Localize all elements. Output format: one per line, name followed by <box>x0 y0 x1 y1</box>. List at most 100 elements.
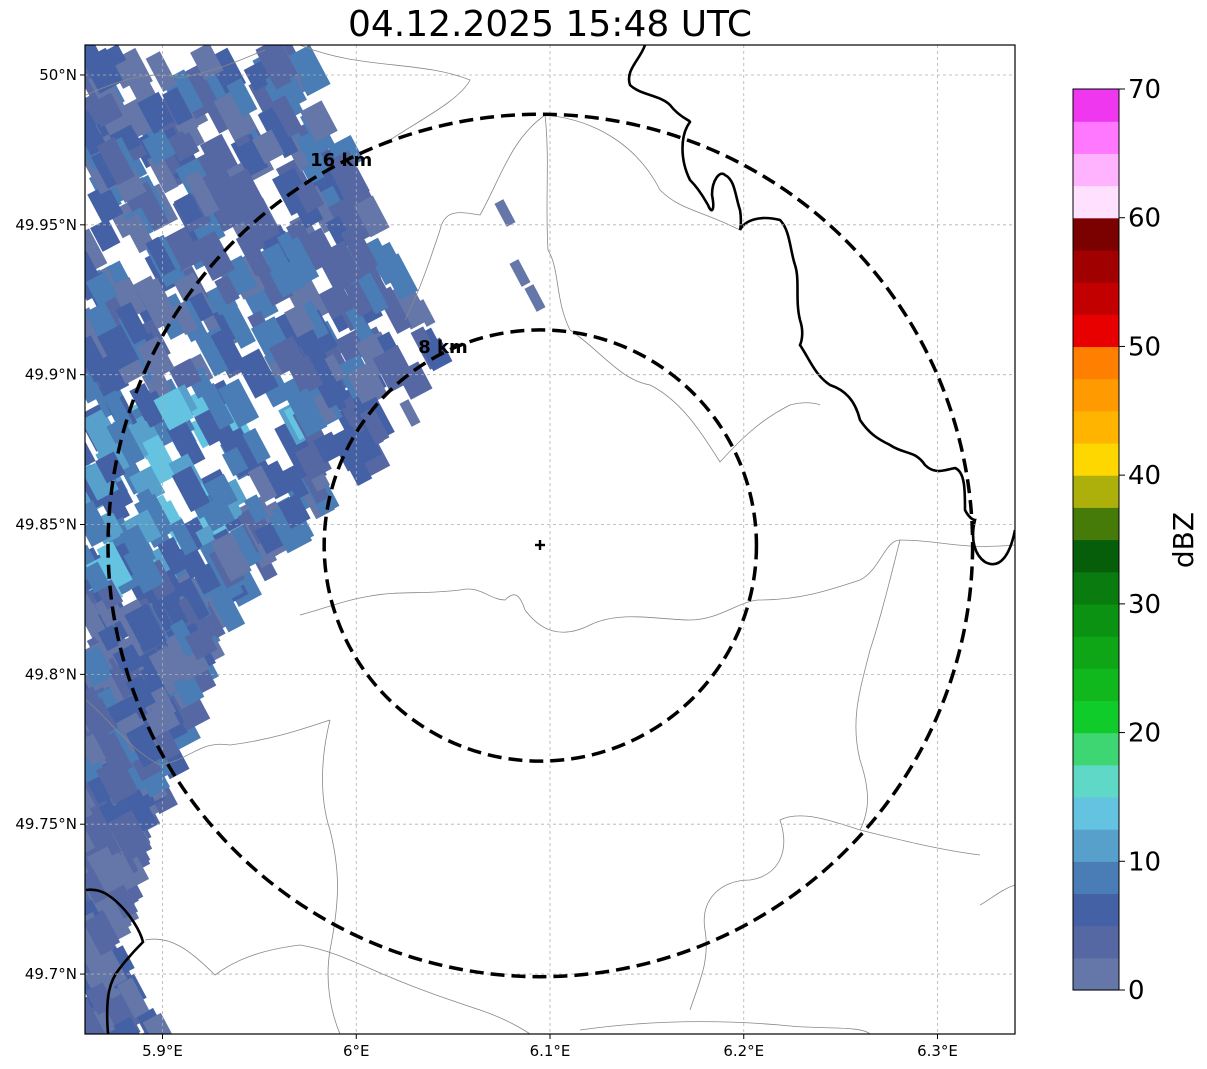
radar-echo-cell <box>136 336 175 380</box>
colorbar-bin <box>1073 442 1119 476</box>
radar-echo-cell <box>346 361 388 408</box>
lon-tick-label: 6°E <box>343 1042 370 1060</box>
colorbar-bin <box>1073 764 1119 798</box>
border-line <box>544 114 741 231</box>
radar-echo-cell <box>303 227 333 259</box>
radar-echo-cell <box>414 299 436 327</box>
radar-echo-cell <box>115 301 150 345</box>
radar-echo-cell <box>296 132 329 176</box>
radar-echo-cell <box>125 723 163 768</box>
radar-echo-cell <box>309 360 350 409</box>
radar-echo-cell <box>318 251 351 294</box>
radar-echo-cell <box>153 730 181 761</box>
map-title: 04.12.2025 15:48 UTC <box>347 4 753 45</box>
radar-echo-cell <box>85 228 108 273</box>
radar-echo-cell <box>135 390 171 428</box>
radar-echo-cell <box>86 846 127 895</box>
radar-echo-cell <box>145 236 176 277</box>
border-line <box>544 114 571 331</box>
lat-tick-label: 49.85°N <box>15 516 77 534</box>
colorbar-bin <box>1073 925 1119 959</box>
colorbar-bin <box>1073 153 1119 187</box>
colorbar-bin <box>1073 829 1119 862</box>
radar-echo-cell <box>90 218 121 252</box>
radar-echo-cell <box>131 648 174 697</box>
radar-echo-cell <box>214 274 240 305</box>
radar-echo-cell <box>230 432 269 477</box>
border-line <box>85 699 331 766</box>
radar-echo-cell <box>124 603 167 653</box>
radar-site-marker <box>535 540 545 550</box>
radar-echo-cell <box>219 300 256 349</box>
colorbar-tick-label: 0 <box>1128 976 1145 1006</box>
radar-echo-cell <box>329 425 371 472</box>
radar-echo-cell <box>85 594 106 637</box>
radar-echo-cell <box>107 810 153 862</box>
radar-echo-cell <box>190 45 224 81</box>
colorbar-bin <box>1073 668 1119 701</box>
colorbar-bin <box>1073 475 1119 508</box>
radar-echo-cell <box>169 518 198 556</box>
radar-echo-cell <box>157 536 190 576</box>
radar-echo-cell <box>85 697 118 741</box>
lat-tick-label: 49.9°N <box>25 366 77 384</box>
latitude-tick-labels: 50°N 49.95°N 49.9°N 49.85°N 49.8°N 49.75°N 49.… <box>15 66 85 983</box>
radar-echo-cell <box>85 936 107 974</box>
border-lines <box>85 45 1015 1034</box>
border-line <box>85 49 266 96</box>
border-line <box>689 815 981 1011</box>
range-ring-label: 8 km <box>418 337 468 358</box>
radar-echo-cell <box>161 86 194 126</box>
border-line <box>322 719 341 1034</box>
radar-echo-cell <box>359 407 390 445</box>
radar-echo-cell <box>259 460 294 500</box>
radar-echo-cell <box>85 335 112 383</box>
radar-echo-cell <box>162 226 203 272</box>
radar-echo-cell <box>313 431 344 464</box>
radar-echo-cell <box>94 594 126 628</box>
radar-echo-cell <box>85 271 118 306</box>
range-ring <box>322 328 759 763</box>
radar-echo-cell <box>199 133 240 180</box>
border-line <box>579 1021 871 1034</box>
radar-echo-cell <box>95 758 138 805</box>
range-ring-label: 16 km <box>310 150 372 171</box>
radar-echo-cell <box>268 504 313 554</box>
radar-echo-cell <box>153 387 194 431</box>
radar-echo-cell <box>282 463 313 500</box>
range-ring-labels: 8 km 16 km <box>310 150 468 358</box>
border-line <box>404 114 546 321</box>
radar-echo-cell <box>106 417 145 468</box>
radar-echo-cell <box>85 408 124 458</box>
colorbar-tick-label: 40 <box>1128 461 1161 491</box>
colorbar-bin <box>1073 796 1119 830</box>
colorbar-bin <box>1073 410 1119 444</box>
radar-echo-cell <box>171 465 211 513</box>
radar-echo-cell <box>168 358 202 392</box>
lon-tick-label: 5.9°E <box>142 1042 183 1060</box>
radar-echo-cell <box>325 150 370 204</box>
radar-echo-cell <box>494 199 516 227</box>
country-border <box>627 45 1015 566</box>
radar-echo-cell <box>191 562 222 595</box>
colorbar-bin <box>1073 893 1119 927</box>
radar-echo-cell <box>85 645 115 687</box>
lat-tick-label: 49.8°N <box>25 665 77 683</box>
colorbar-bin <box>1073 282 1119 315</box>
colorbar-bin <box>1073 700 1119 734</box>
radar-echo-cell <box>293 179 325 214</box>
colorbar-bin <box>1073 732 1119 766</box>
radar-echo-cell <box>295 441 332 481</box>
colorbar-bin <box>1073 507 1119 541</box>
radar-echo-cell <box>107 1036 140 1069</box>
border-line <box>299 45 471 141</box>
lon-tick-label: 6.1°E <box>530 1042 571 1060</box>
radar-echo-cell <box>145 51 178 92</box>
radar-echo-cell <box>139 434 180 485</box>
colorbar-tick-label: 50 <box>1128 332 1161 362</box>
radar-echo-cell <box>85 869 109 904</box>
radar-echo-cell <box>380 253 419 301</box>
colorbar-bin <box>1073 378 1119 412</box>
radar-echo-cell <box>213 89 258 141</box>
